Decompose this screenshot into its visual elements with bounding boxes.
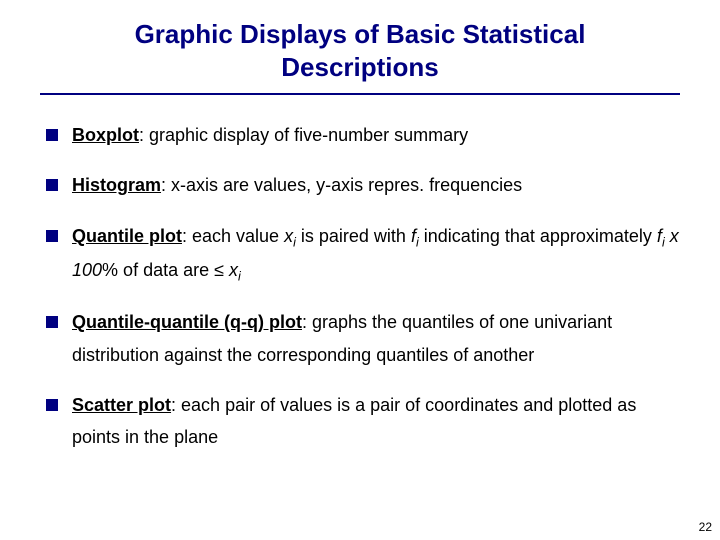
sym-x: x [229, 260, 238, 280]
list-item: Quantile-quantile (q-q) plot: graphs the… [46, 306, 680, 371]
item-rest: : x-axis are values, y-axis repres. freq… [161, 175, 522, 195]
item-body: Quantile-quantile (q-q) plot: graphs the… [72, 306, 680, 371]
title-line-1: Graphic Displays of Basic Statistical [135, 19, 586, 49]
term: Scatter plot [72, 395, 171, 415]
q-e: % of data are ≤ [102, 260, 229, 280]
list-item: Scatter plot: each pair of values is a p… [46, 389, 680, 454]
bullet-list: Boxplot: graphic display of five-number … [40, 119, 680, 454]
square-bullet-icon [46, 179, 58, 191]
q-b: is paired with [296, 226, 411, 246]
term: Quantile-quantile (q-q) plot [72, 312, 302, 332]
list-item: Histogram: x-axis are values, y-axis rep… [46, 169, 680, 201]
term: Quantile plot [72, 226, 182, 246]
item-rest: : graphic display of five-number summary [139, 125, 468, 145]
square-bullet-icon [46, 129, 58, 141]
square-bullet-icon [46, 316, 58, 328]
item-body: Histogram: x-axis are values, y-axis rep… [72, 169, 680, 201]
title-line-2: Descriptions [281, 52, 439, 82]
slide-title: Graphic Displays of Basic Statistical De… [40, 18, 680, 83]
term: Boxplot [72, 125, 139, 145]
square-bullet-icon [46, 399, 58, 411]
list-item: Quantile plot: each value xi is paired w… [46, 220, 680, 289]
list-item: Boxplot: graphic display of five-number … [46, 119, 680, 151]
item-body: Scatter plot: each pair of values is a p… [72, 389, 680, 454]
sym-x: x [284, 226, 293, 246]
item-body: Boxplot: graphic display of five-number … [72, 119, 680, 151]
item-body: Quantile plot: each value xi is paired w… [72, 220, 680, 289]
title-underline [40, 93, 680, 95]
term: Histogram [72, 175, 161, 195]
sym-i: i [238, 270, 241, 284]
q-c: indicating that approximately [419, 226, 657, 246]
q-a: : each value [182, 226, 284, 246]
page-number: 22 [699, 520, 712, 534]
square-bullet-icon [46, 230, 58, 242]
